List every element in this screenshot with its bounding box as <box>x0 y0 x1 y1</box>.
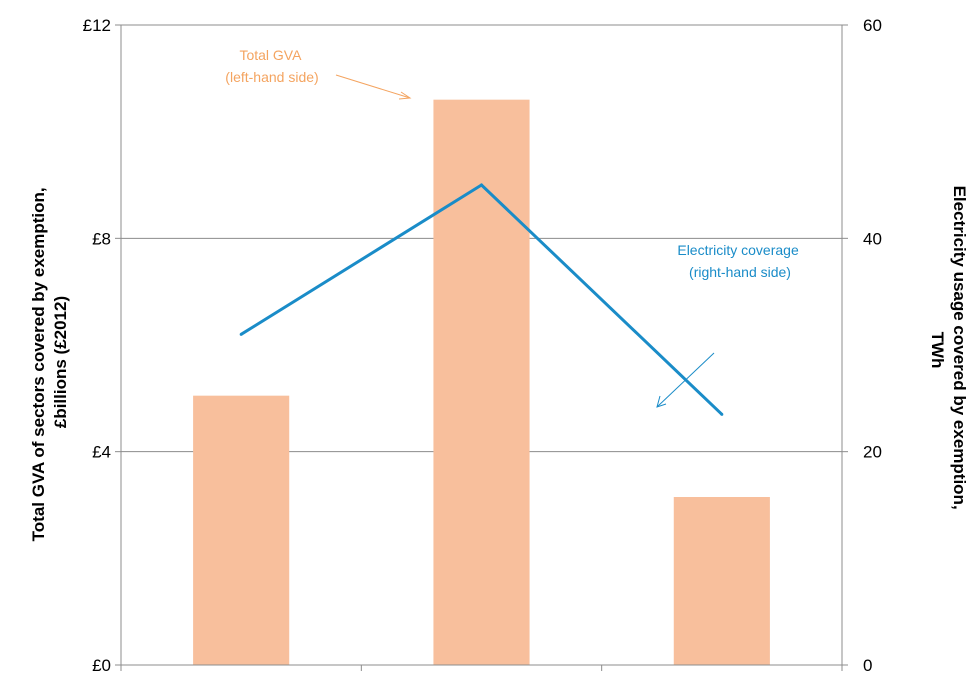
line-point <box>239 332 243 336</box>
electricity-annotation-arrow <box>656 352 715 408</box>
right-tick-label: 0 <box>863 656 872 675</box>
left-axis-title-line-2: £billions (£2012) <box>51 296 70 428</box>
svg-text:Total GVA (left-hand sid: Total GVA (left-hand side) <box>225 47 318 85</box>
left-tick-label: £4 <box>92 443 111 462</box>
left-tick-label: £0 <box>92 656 111 675</box>
line-point <box>720 412 724 416</box>
bars <box>193 99 770 665</box>
right-axis-title: Electricity usage covered by exemption, … <box>928 186 969 515</box>
bar <box>673 497 770 665</box>
gva-arrow-head <box>398 91 412 100</box>
right-tick-label: 20 <box>863 443 882 462</box>
gva-annotation-line-2: (left-hand side) <box>225 69 318 85</box>
electricity-annotation: Electricity coverage (right-hand side) <box>656 242 802 408</box>
electricity-annotation-line-2: (right-hand side) <box>689 264 791 280</box>
right-tick-label: 60 <box>863 16 882 35</box>
gva-annotation: Total GVA (left-hand side) <box>225 47 412 100</box>
left-tick-label: £8 <box>92 229 111 248</box>
bar <box>433 99 530 665</box>
svg-text:Electricity coverage (ri: Electricity coverage (right-hand side) <box>677 242 802 280</box>
right-tick-labels: 0 20 40 60 <box>863 16 882 675</box>
line-point <box>480 183 483 187</box>
left-tick-labels: £0 £4 £8 £12 <box>83 16 111 675</box>
electricity-annotation-line-1: Electricity coverage <box>677 242 799 258</box>
axes <box>115 24 848 671</box>
right-axis-title-line-2: TWh <box>928 332 947 369</box>
gva-annotation-line-1: Total GVA <box>239 47 302 63</box>
right-tick-label: 40 <box>863 229 882 248</box>
line-series <box>239 183 724 416</box>
gva-annotation-arrow <box>335 74 411 99</box>
bar <box>193 395 290 665</box>
electricity-arrow-head <box>656 395 667 408</box>
left-tick-label: £12 <box>83 16 111 35</box>
right-axis-title-line-1: Electricity usage covered by exemption, <box>950 186 969 510</box>
left-axis-title-line-1: Total GVA of sectors covered by exemptio… <box>29 187 48 541</box>
left-axis-title: Total GVA of sectors covered by exemptio… <box>29 183 70 542</box>
